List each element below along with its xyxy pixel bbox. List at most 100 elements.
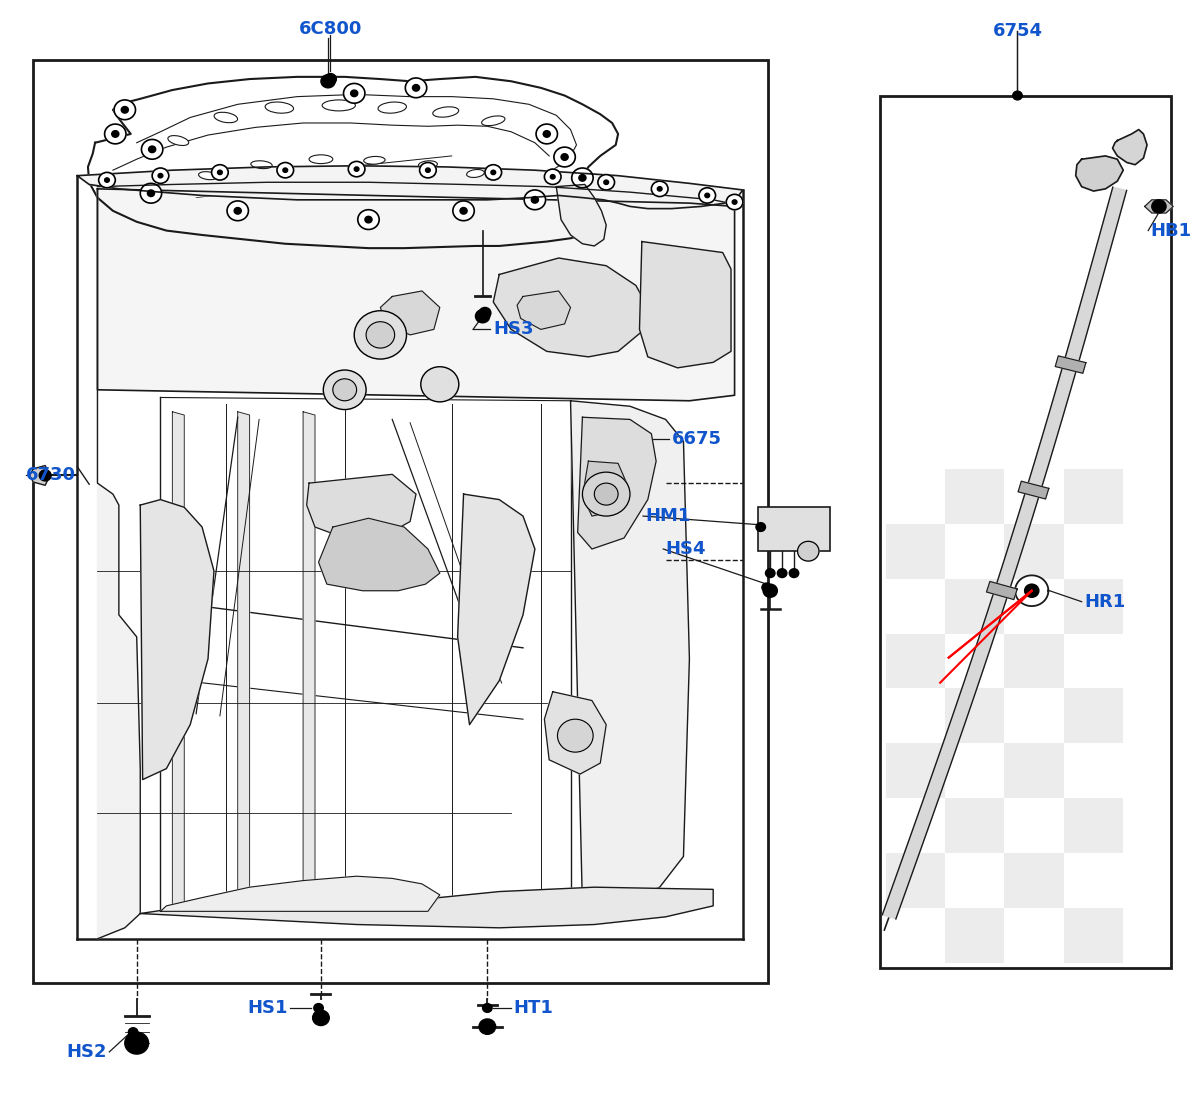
Circle shape: [152, 168, 169, 183]
Text: a: a: [690, 440, 725, 493]
Circle shape: [479, 1019, 496, 1034]
Bar: [1064, 908, 1123, 963]
Circle shape: [348, 161, 365, 177]
Polygon shape: [173, 412, 185, 914]
Circle shape: [365, 216, 372, 223]
Bar: [1004, 853, 1064, 908]
Circle shape: [420, 163, 437, 178]
Ellipse shape: [322, 100, 355, 111]
Polygon shape: [30, 466, 50, 485]
Circle shape: [604, 180, 608, 184]
Bar: [1004, 524, 1064, 579]
Circle shape: [217, 170, 222, 175]
Polygon shape: [161, 876, 439, 911]
Circle shape: [704, 193, 709, 198]
Circle shape: [121, 107, 128, 113]
Bar: [1004, 743, 1064, 798]
Polygon shape: [97, 189, 734, 401]
Circle shape: [227, 201, 248, 221]
Bar: [944, 579, 1004, 634]
Circle shape: [142, 139, 163, 159]
Bar: [1064, 469, 1123, 524]
Polygon shape: [577, 417, 656, 549]
Bar: [1064, 524, 1123, 579]
Polygon shape: [517, 291, 570, 329]
Bar: [1004, 688, 1064, 743]
Circle shape: [485, 165, 502, 180]
Circle shape: [104, 124, 126, 144]
Bar: [944, 634, 1004, 688]
Circle shape: [114, 100, 136, 120]
Text: HS4: HS4: [666, 540, 706, 558]
Circle shape: [545, 169, 562, 184]
Circle shape: [558, 719, 593, 752]
Circle shape: [350, 90, 358, 97]
Circle shape: [536, 124, 558, 144]
Bar: [886, 688, 944, 743]
Circle shape: [158, 173, 163, 178]
Circle shape: [532, 197, 539, 203]
Ellipse shape: [481, 116, 505, 125]
Polygon shape: [557, 184, 606, 246]
Polygon shape: [304, 412, 314, 914]
Circle shape: [554, 147, 575, 167]
Circle shape: [343, 83, 365, 103]
Bar: [1004, 469, 1064, 524]
Polygon shape: [570, 401, 690, 906]
Text: 6754: 6754: [992, 22, 1043, 40]
Bar: [880, 96, 1171, 968]
Circle shape: [790, 569, 799, 578]
Bar: [886, 524, 944, 579]
Circle shape: [475, 310, 490, 323]
Bar: [886, 853, 944, 908]
Bar: [944, 908, 1004, 963]
Polygon shape: [1075, 156, 1123, 191]
Bar: [944, 798, 1004, 853]
Polygon shape: [545, 692, 606, 774]
Circle shape: [358, 210, 379, 229]
Ellipse shape: [198, 171, 217, 180]
Circle shape: [140, 183, 162, 203]
Bar: [886, 798, 944, 853]
Polygon shape: [140, 887, 713, 928]
Circle shape: [283, 168, 288, 172]
Ellipse shape: [251, 160, 272, 169]
Circle shape: [354, 311, 407, 359]
Bar: [944, 469, 1004, 524]
Bar: [944, 524, 1004, 579]
Polygon shape: [1055, 356, 1086, 373]
Polygon shape: [77, 166, 743, 209]
Ellipse shape: [265, 102, 294, 113]
Polygon shape: [457, 494, 535, 725]
Polygon shape: [882, 188, 1127, 919]
Circle shape: [763, 584, 778, 597]
Circle shape: [452, 201, 474, 221]
Bar: [758, 507, 829, 551]
Bar: [1064, 634, 1123, 688]
Circle shape: [323, 370, 366, 410]
Circle shape: [562, 154, 568, 160]
Bar: [886, 579, 944, 634]
Polygon shape: [1112, 130, 1147, 165]
Bar: [1064, 798, 1123, 853]
Text: 6730: 6730: [26, 467, 76, 484]
Text: 6C800: 6C800: [299, 20, 362, 37]
Bar: [1064, 743, 1123, 798]
Circle shape: [211, 165, 228, 180]
Bar: [944, 688, 1004, 743]
Polygon shape: [318, 518, 439, 591]
Circle shape: [460, 208, 467, 214]
Circle shape: [756, 523, 766, 531]
Circle shape: [366, 322, 395, 348]
Circle shape: [324, 74, 336, 85]
Circle shape: [332, 379, 356, 401]
Circle shape: [726, 194, 743, 210]
Text: HB1: HB1: [1151, 222, 1192, 239]
Bar: [886, 743, 944, 798]
Ellipse shape: [433, 107, 458, 117]
Circle shape: [551, 175, 556, 179]
Bar: [944, 743, 1004, 798]
Bar: [886, 908, 944, 963]
Text: 6675: 6675: [672, 430, 721, 448]
Polygon shape: [640, 242, 731, 368]
